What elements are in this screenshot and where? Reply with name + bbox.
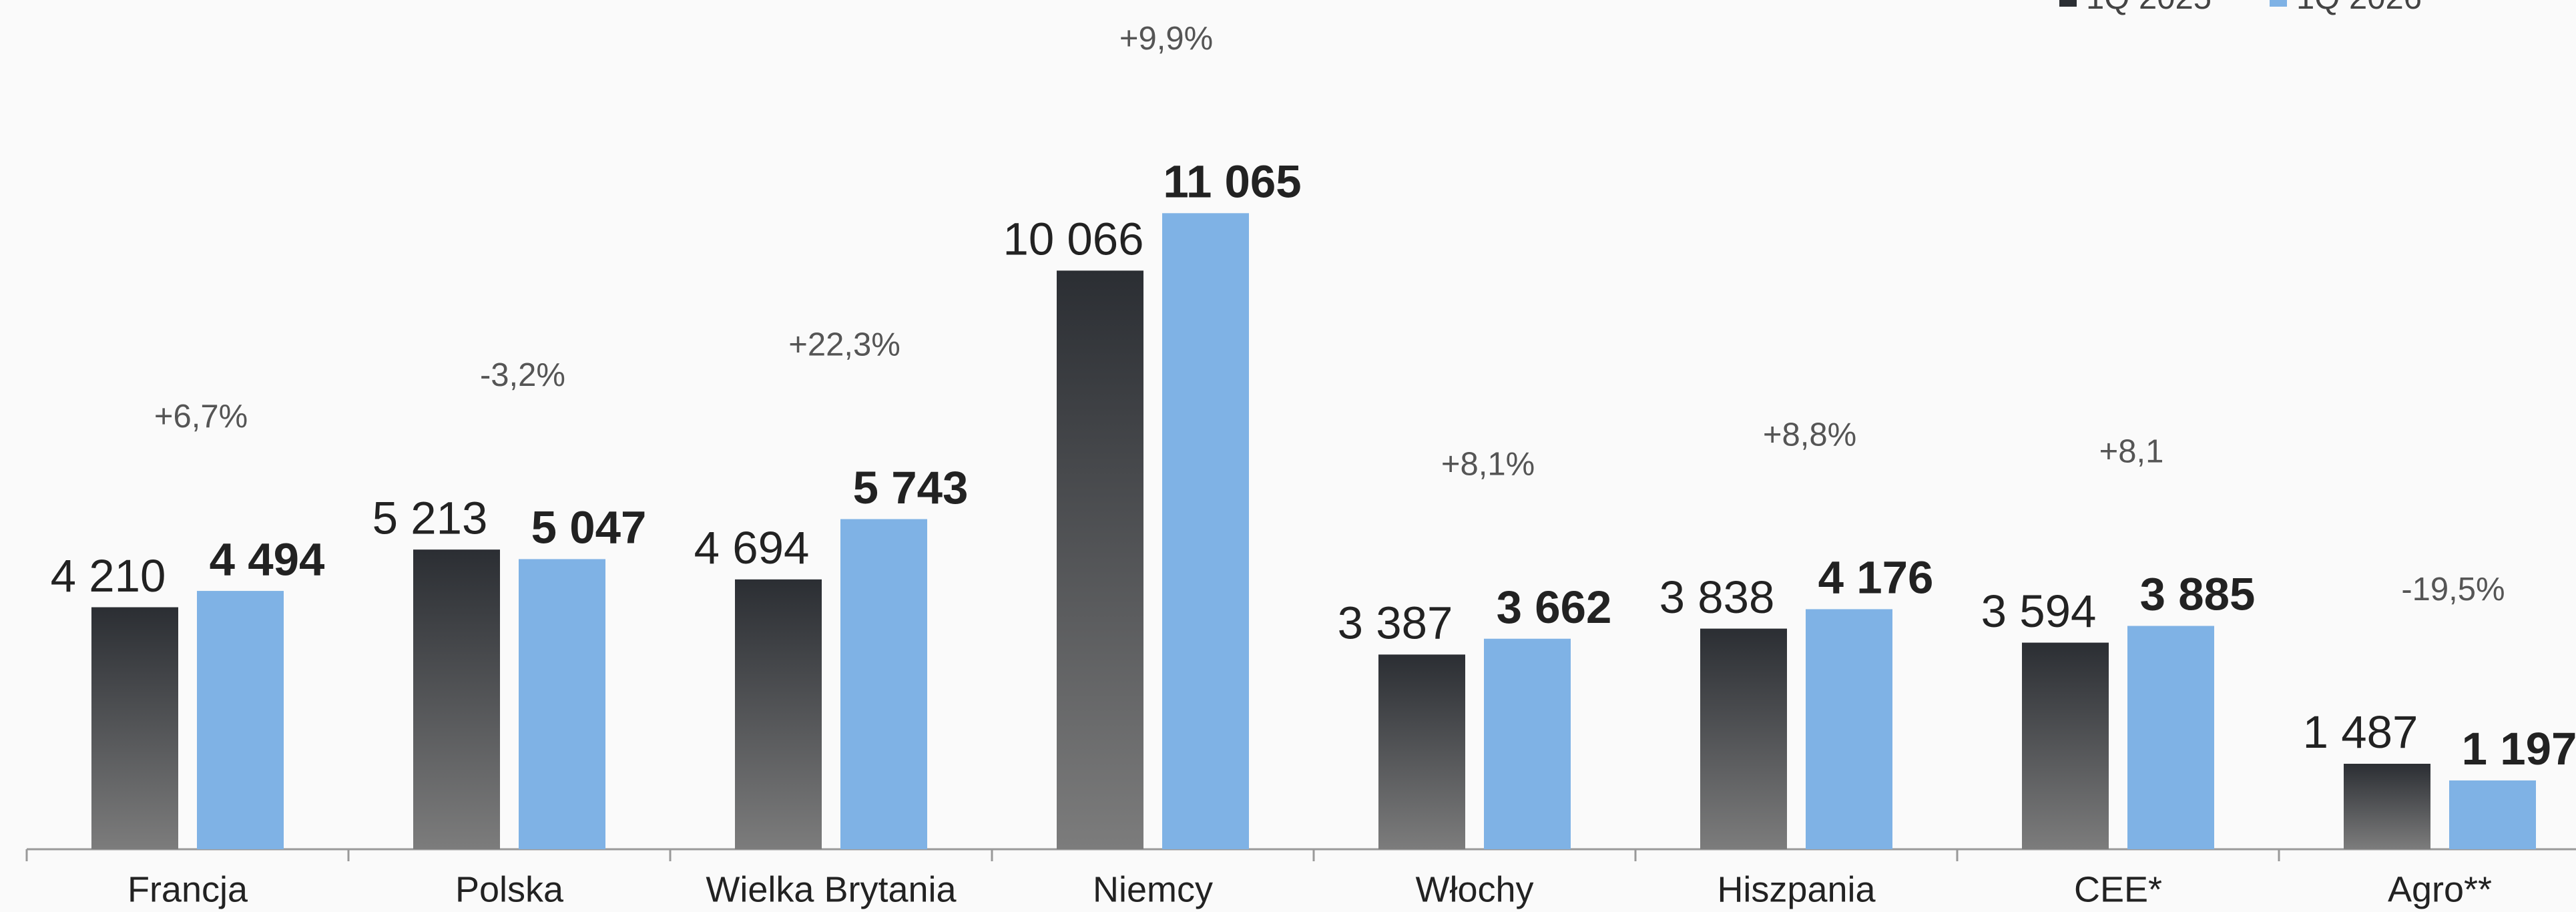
x-tick-label: Polska — [455, 869, 564, 909]
change-label: -3,2% — [480, 357, 565, 393]
value-label: 3 885 — [2140, 569, 2256, 620]
bar — [735, 579, 822, 849]
bar — [1484, 638, 1571, 849]
bar — [197, 591, 284, 849]
x-tick-label: Niemcy — [1093, 869, 1213, 909]
bar — [1057, 270, 1143, 850]
change-label: -19,5% — [2401, 572, 2505, 608]
value-label: 4 210 — [51, 550, 166, 602]
bar — [1162, 213, 1249, 850]
value-label: 3 594 — [1981, 586, 2097, 637]
value-label: 4 494 — [210, 533, 325, 585]
x-tick-label: Francja — [127, 869, 248, 909]
legend-label: 1Q 2026 — [2296, 0, 2422, 16]
x-tick-label: Hiszpania — [1717, 869, 1876, 909]
bar — [1378, 654, 1465, 849]
bar — [2449, 780, 2536, 849]
bar — [2344, 763, 2430, 849]
value-label: 1 487 — [2303, 706, 2418, 758]
change-label: +6,7% — [154, 399, 248, 435]
value-label: 10 066 — [1003, 214, 1143, 265]
change-label: +8,1 — [2099, 433, 2164, 469]
bar — [2127, 626, 2214, 849]
value-label: 3 662 — [1497, 582, 1612, 633]
bar — [1700, 628, 1787, 849]
legend-swatch — [2270, 0, 2287, 7]
x-tick-label: Agro** — [2388, 869, 2492, 909]
bar — [2022, 642, 2109, 849]
x-tick-label: Wielka Brytania — [706, 869, 957, 909]
change-label: +22,3% — [788, 326, 900, 363]
change-label: +9,9% — [1119, 21, 1213, 57]
value-label: 5 213 — [372, 492, 488, 543]
legend-swatch — [2059, 0, 2077, 7]
value-label: 4 176 — [1818, 552, 1934, 604]
bar — [91, 607, 178, 849]
legend-label: 1Q 2025 — [2086, 0, 2212, 16]
value-label: 5 047 — [531, 502, 647, 553]
x-tick-label: CEE* — [2074, 869, 2162, 909]
change-label: +8,8% — [1763, 417, 1856, 453]
x-tick-label: Włochy — [1415, 869, 1533, 909]
value-label: 4 694 — [694, 522, 810, 574]
bar — [519, 559, 605, 849]
value-label: 11 065 — [1163, 156, 1301, 208]
bar — [840, 519, 927, 849]
bar — [1806, 609, 1892, 849]
value-label: 3 838 — [1659, 572, 1775, 623]
bar — [413, 549, 500, 849]
value-label: 5 743 — [853, 462, 969, 513]
change-label: +8,1% — [1441, 447, 1535, 483]
value-label: 3 387 — [1338, 598, 1453, 649]
value-label: 1 197 — [2462, 723, 2576, 774]
